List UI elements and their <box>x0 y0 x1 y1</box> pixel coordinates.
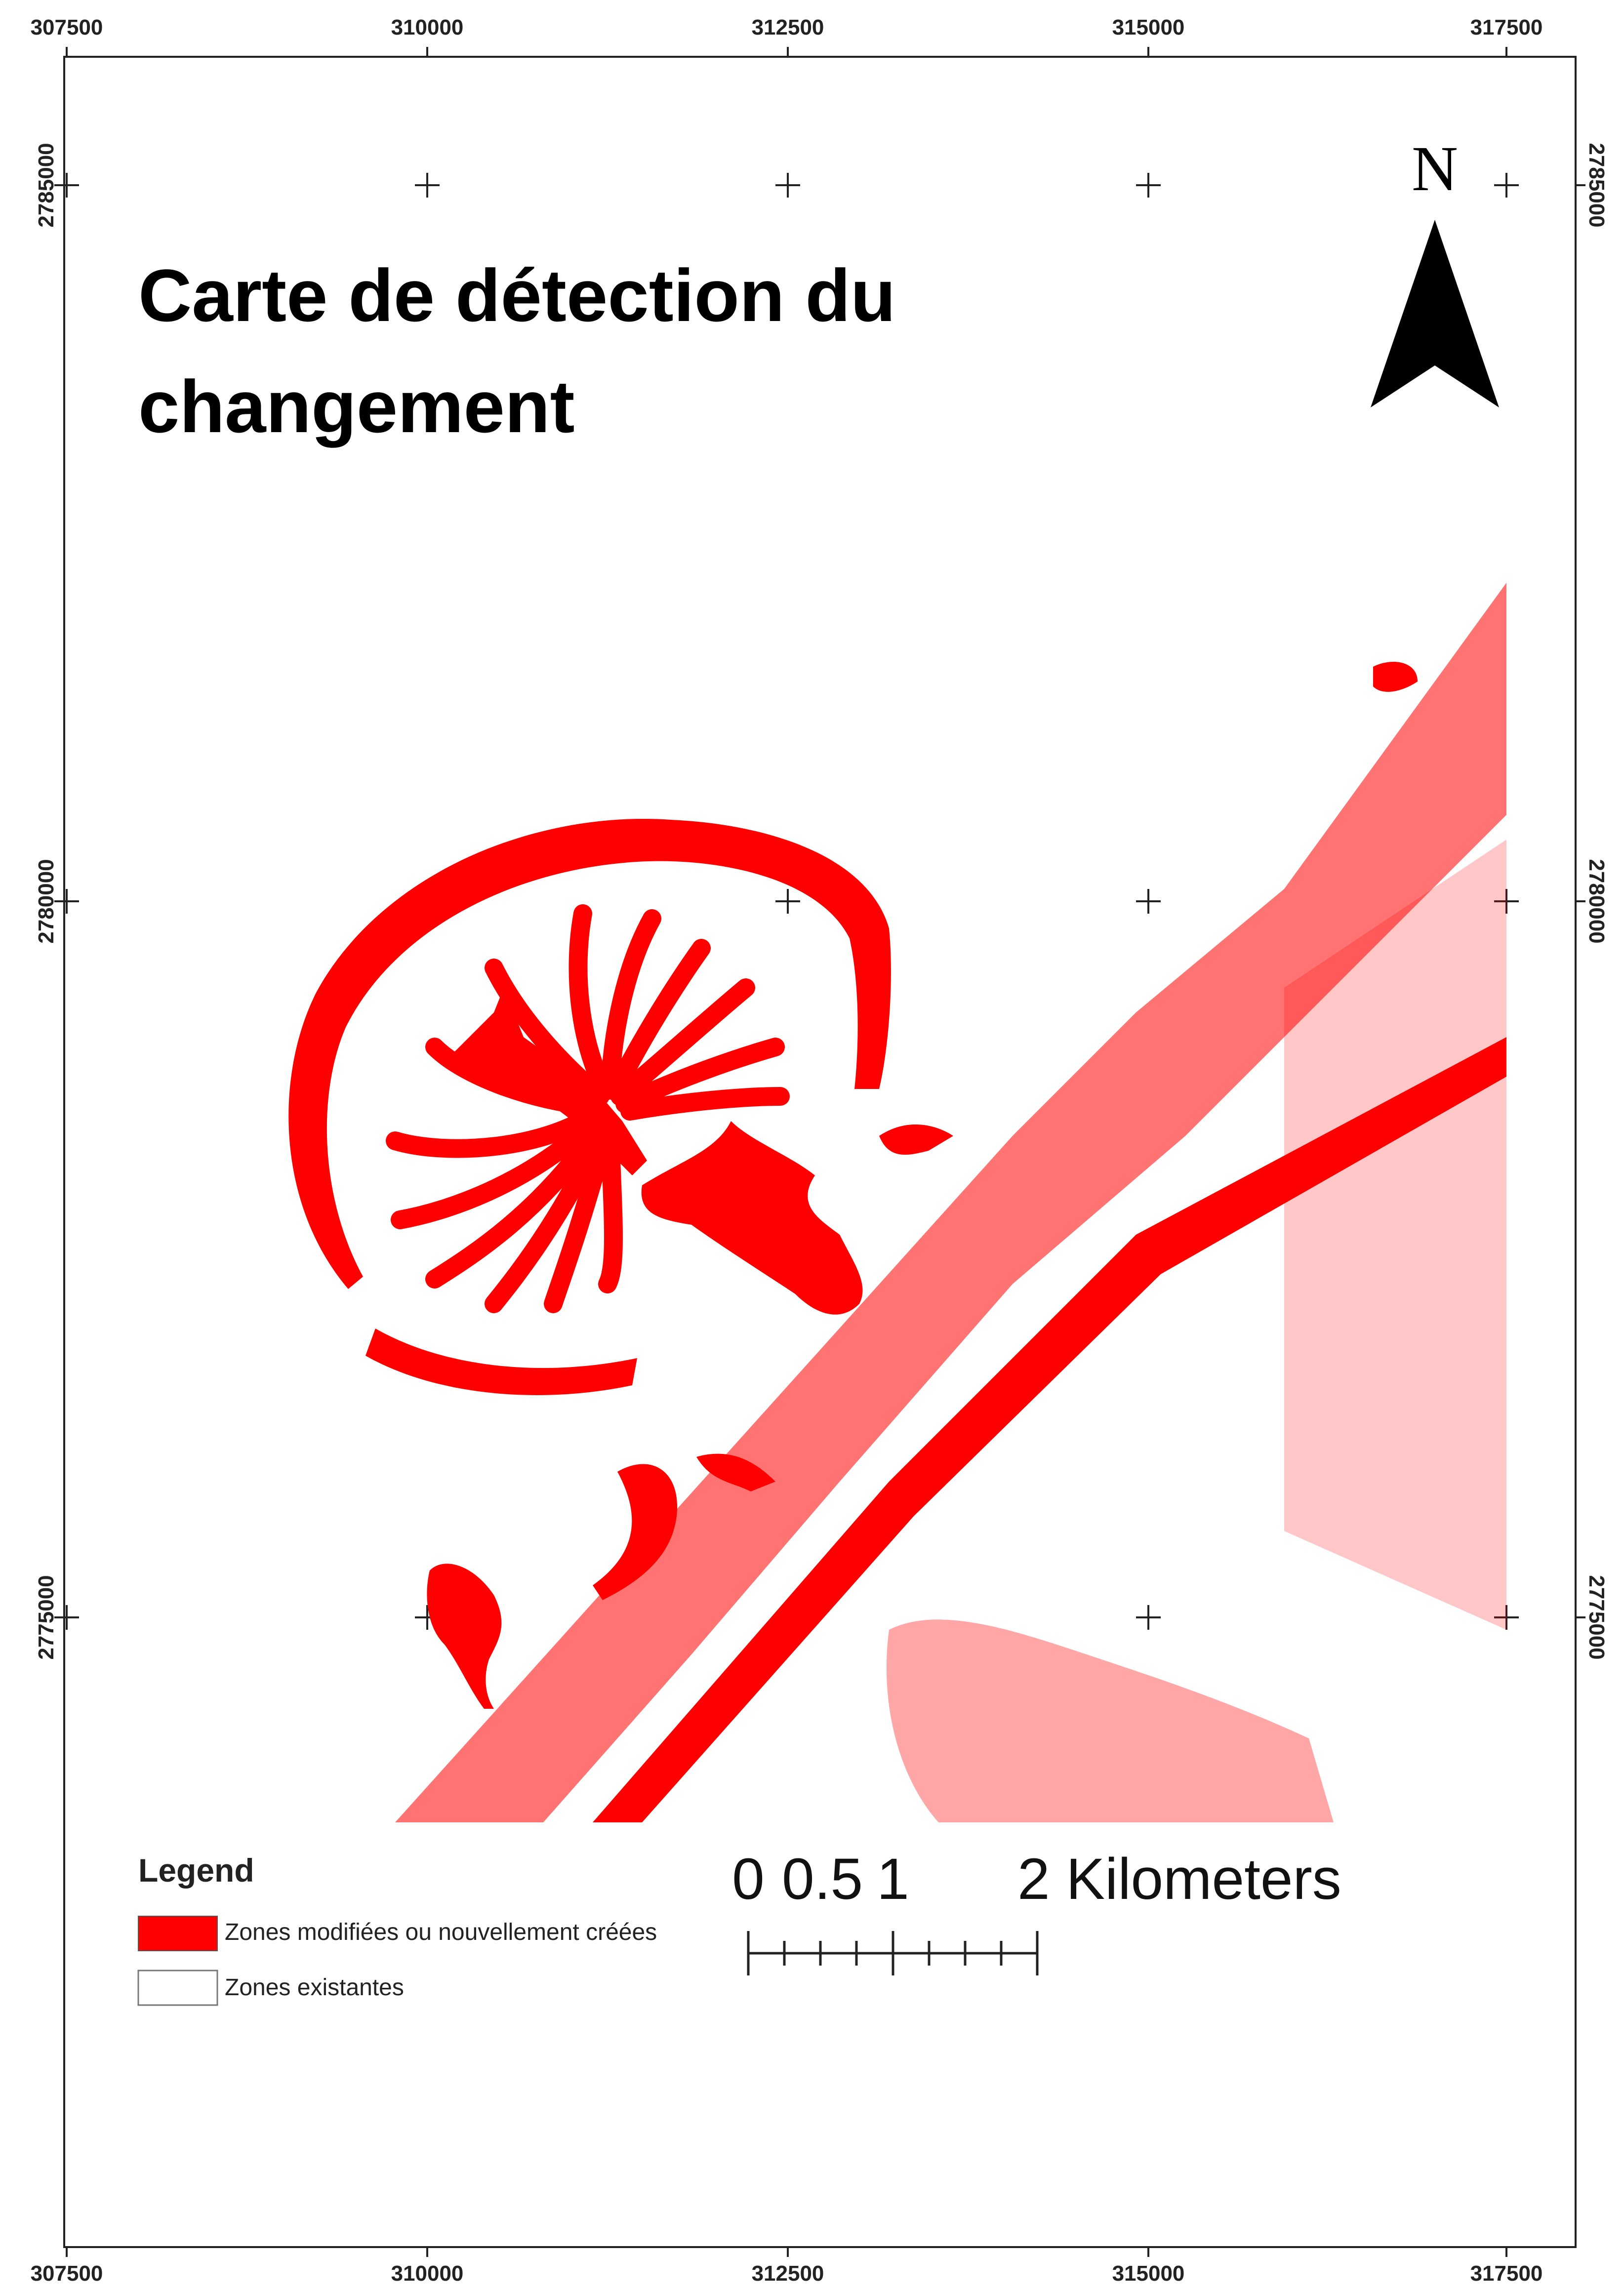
palm-fronds <box>386 904 790 1313</box>
easting-label-bottom: 312500 <box>752 2261 824 2286</box>
map-title-line1: Carte de détection du <box>138 254 896 337</box>
map-title-line2: changement <box>138 365 575 448</box>
easting-label-top: 315000 <box>1112 15 1185 40</box>
easting-label-top: 310000 <box>391 15 464 40</box>
highway-corridor <box>593 1037 1506 1822</box>
island-south <box>593 1464 678 1600</box>
easting-label-top: 312500 <box>752 15 824 40</box>
legend-item-existing: Zones existantes <box>225 1974 404 2001</box>
scale-label-0-5: 0.5 <box>782 1847 863 1912</box>
easting-label-bottom: 317500 <box>1470 2261 1543 2286</box>
northing-label-right: 2785000 <box>1584 143 1609 227</box>
legend-swatch-changed <box>138 1916 218 1951</box>
north-arrow-icon <box>1371 220 1499 407</box>
easting-label-top: 307500 <box>31 15 103 40</box>
easting-label-bottom: 307500 <box>31 2261 103 2286</box>
map-frame <box>63 56 1577 2248</box>
top-easting-labels: 307500 310000 312500 315000 317500 <box>31 15 1543 40</box>
islet-north-east <box>1373 662 1418 692</box>
easting-label-top: 317500 <box>1470 15 1543 40</box>
scale-label-2-km: 2 Kilometers <box>1017 1847 1341 1912</box>
scale-bar: 0 0.5 1 2 Kilometers <box>732 1847 1341 1975</box>
palm-crescent-south <box>365 1328 637 1395</box>
palm-crescent-north <box>288 818 891 1289</box>
scale-label-0: 0 <box>732 1847 765 1912</box>
easting-label-bottom: 310000 <box>391 2261 464 2286</box>
legend-item-changed: Zones modifiées ou nouvellement créées <box>225 1919 657 1945</box>
northing-label-left: 2775000 <box>34 1575 58 1659</box>
palm-trunk <box>641 1121 863 1315</box>
northing-label-left: 2780000 <box>34 859 58 943</box>
right-northing-labels: 2785000 2780000 2775000 <box>1584 143 1609 1659</box>
northing-label-right: 2775000 <box>1584 1575 1609 1659</box>
north-label: N <box>1412 133 1458 204</box>
island-west <box>427 1564 502 1709</box>
north-arrow: N <box>1371 133 1499 407</box>
legend: Legend Zones modifiées ou nouvellement c… <box>137 1852 657 2006</box>
change-zones-layer <box>288 583 1506 1822</box>
inland-scattered <box>1284 840 1506 1630</box>
scale-label-1: 1 <box>877 1847 909 1912</box>
inland-development <box>886 1619 1334 1822</box>
northing-label-right: 2780000 <box>1584 859 1609 943</box>
legend-swatch-existing <box>137 1970 218 2006</box>
legend-title: Legend <box>138 1852 254 1889</box>
northing-label-left: 2785000 <box>34 143 58 227</box>
bottom-easting-labels: 307500 310000 312500 315000 317500 <box>31 2261 1543 2286</box>
easting-label-bottom: 315000 <box>1112 2261 1185 2286</box>
left-northing-labels: 2785000 2780000 2775000 <box>34 143 58 1659</box>
islet <box>879 1124 953 1155</box>
scale-bar-line <box>747 1931 1039 1975</box>
